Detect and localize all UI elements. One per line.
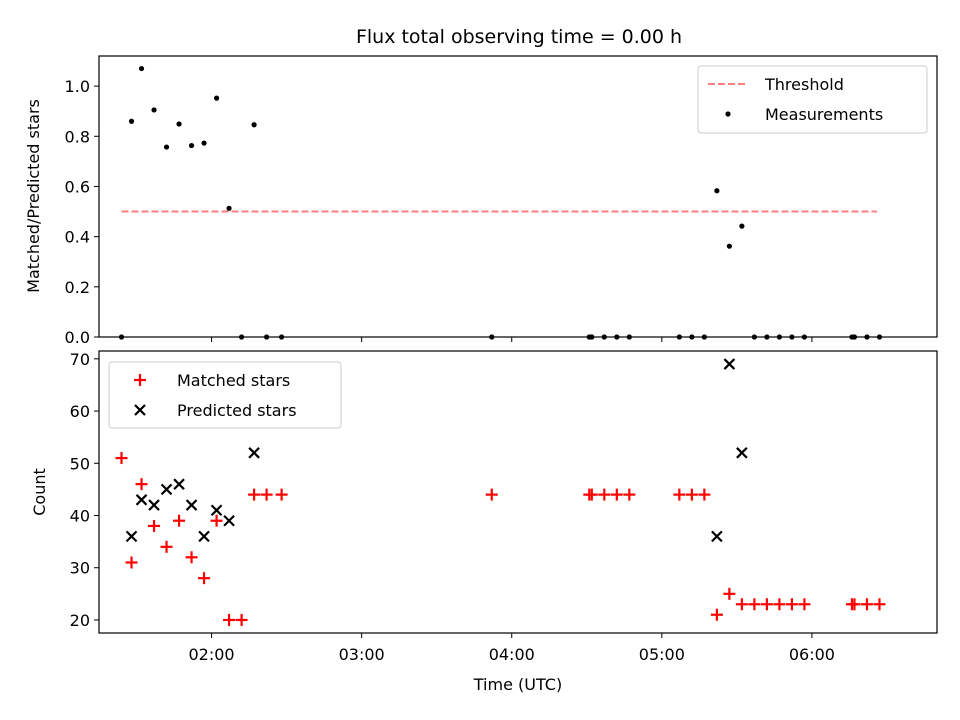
x-tick-label: 04:00 <box>489 645 535 664</box>
x-tick-label: 05:00 <box>639 645 685 664</box>
measurement-point <box>176 121 181 126</box>
x-tick-label: 03:00 <box>339 645 385 664</box>
ratio-y-tick-label: 0.2 <box>65 278 90 297</box>
ratio-y-tick-label: 0.0 <box>65 328 90 347</box>
measurements-legend-label: Measurements <box>765 105 883 124</box>
measurement-point <box>251 122 256 127</box>
measurement-point <box>189 143 194 148</box>
measurement-point <box>129 119 134 124</box>
measurement-point <box>214 96 219 101</box>
count-y-tick-label: 60 <box>70 402 90 421</box>
count-y-tick-label: 30 <box>70 559 90 578</box>
measurement-point <box>201 140 206 145</box>
ratio-y-tick-label: 0.6 <box>65 177 90 196</box>
count-legend: Matched stars Predicted stars <box>109 362 341 428</box>
chart-figure: Flux total observing time = 0.00 h 0.0 0.… <box>0 0 960 720</box>
matched-legend-label: Matched stars <box>177 371 290 390</box>
x-axis-label: Time (UTC) <box>473 675 562 694</box>
measurement-point <box>727 244 732 249</box>
chart-title: Flux total observing time = 0.00 h <box>356 26 682 48</box>
measurement-point <box>226 206 231 211</box>
measurement-point <box>714 188 719 193</box>
ratio-y-tick-label: 0.4 <box>65 228 90 247</box>
ratio-y-axis-label: Matched/Predicted stars <box>24 99 43 293</box>
count-y-tick-label: 20 <box>70 611 90 630</box>
measurement-point <box>164 144 169 149</box>
x-tick-label: 02:00 <box>189 645 235 664</box>
threshold-legend-label: Threshold <box>764 75 844 94</box>
ratio-y-tick-label: 1.0 <box>65 77 90 96</box>
measurement-point <box>151 107 156 112</box>
count-y-tick-label: 50 <box>70 454 90 473</box>
count-y-tick-label: 70 <box>70 350 90 369</box>
measurement-point <box>739 224 744 229</box>
measurements-legend-swatch <box>725 111 730 116</box>
ratio-legend: Threshold Measurements <box>698 66 927 133</box>
ratio-y-tick-label: 0.8 <box>65 127 90 146</box>
count-y-tick-label: 40 <box>70 507 90 526</box>
measurement-point <box>139 66 144 71</box>
count-y-axis-label: Count <box>30 468 49 516</box>
x-tick-label: 06:00 <box>789 645 835 664</box>
predicted-legend-label: Predicted stars <box>177 401 297 420</box>
